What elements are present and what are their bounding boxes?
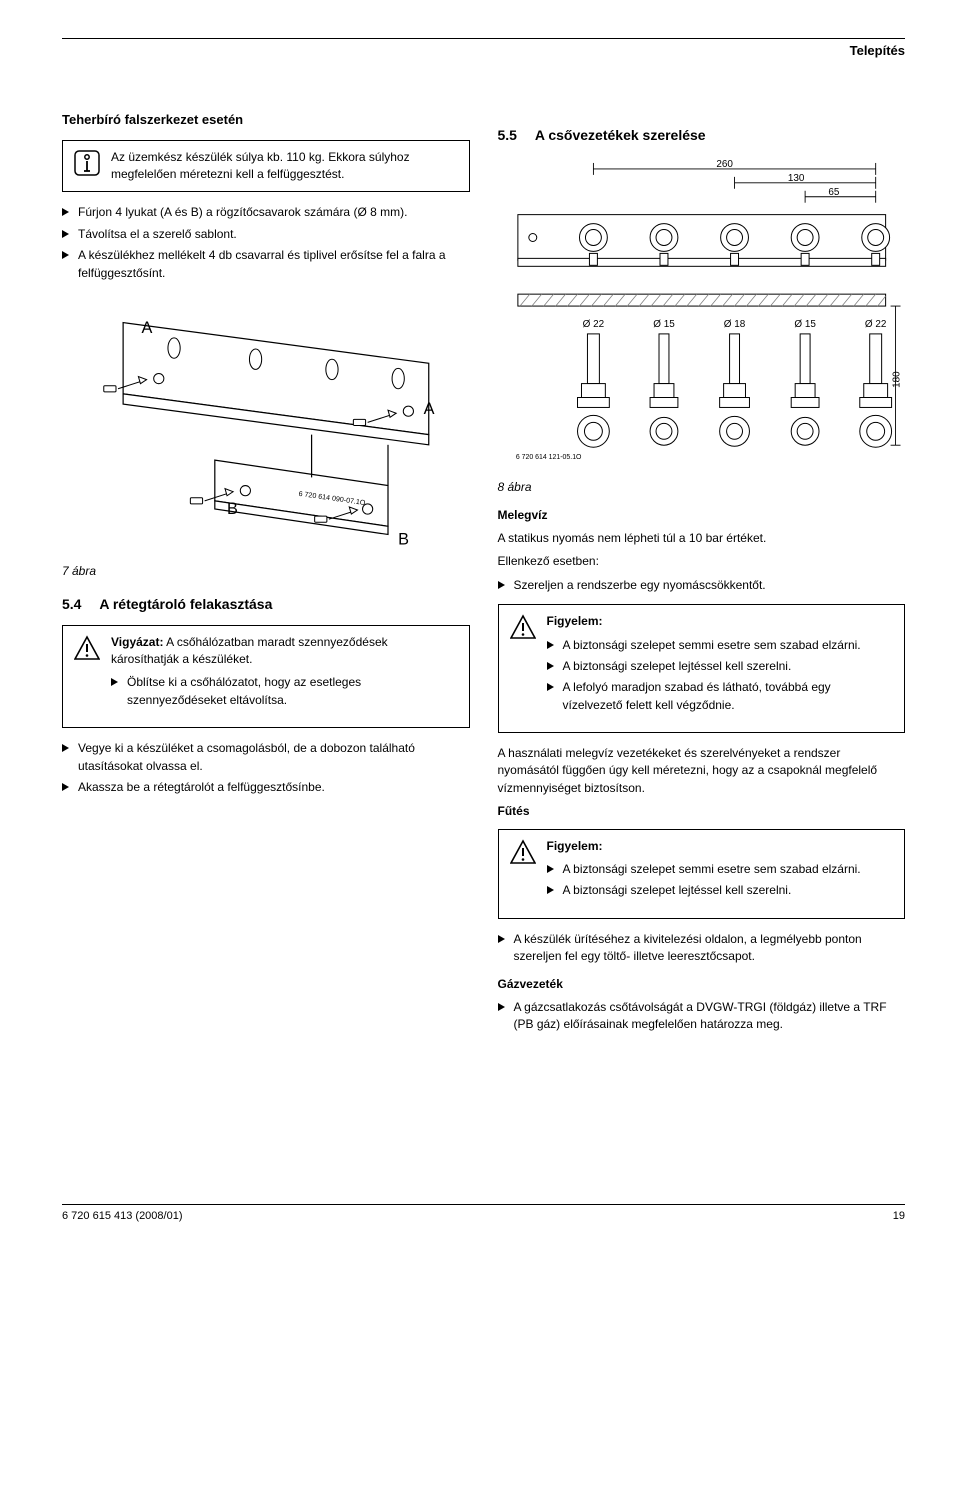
warning-icon [509,838,537,866]
info-text: Az üzemkész készülék súlya kb. 110 kg. E… [111,149,459,184]
list-item: A biztonsági szelepet semmi esetre sem s… [547,637,895,654]
svg-text:Ø 15: Ø 15 [794,319,816,330]
page-section-title: Telepítés [62,42,905,61]
section-5-5-number: 5.5 [498,125,532,145]
info-callout-weight: Az üzemkész készülék súlya kb. 110 kg. E… [62,140,470,193]
left-subheading: Teherbíró falszerkezet esetén [62,111,470,130]
svg-text:Ø 22: Ø 22 [864,319,886,330]
attention-lead: Figyelem: [547,614,603,628]
svg-text:180: 180 [891,371,902,388]
footer-page-number: 19 [893,1209,905,1225]
figure-7-caption: 7 ábra [62,563,470,580]
figure-8-pipe-rail: 260 130 65 [498,155,906,473]
paragraph: A használati melegvíz vezetékeket és sze… [498,745,906,797]
list-item: Öblítse ki a csőhálózatot, hogy az esetl… [111,674,459,709]
list-item: Vegye ki a készüléket a csomagolásból, d… [62,740,470,775]
paragraph: A statikus nyomás nem lépheti túl a 10 b… [498,530,906,547]
svg-text:260: 260 [716,159,733,170]
warning-icon [73,634,101,662]
heading-futes: Fűtés [498,803,906,820]
warning-icon [509,613,537,641]
section-5-4-number: 5.4 [62,594,96,614]
attention-box-1: Figyelem: A biztonsági szelepet semmi es… [498,604,906,733]
caution-lead: Vigyázat: [111,635,163,649]
left-step-list-1: Fúrjon 4 lyukat (A és B) a rögzítőcsavar… [62,204,470,282]
list-item: Szereljen a rendszerbe egy nyomáscsökken… [498,577,906,594]
svg-text:B: B [227,500,238,518]
heading-melegviz: Melegvíz [498,507,906,524]
list-item: A gázcsatlakozás csőtávolságát a DVGW-TR… [498,999,906,1034]
list-item: A készülékhez mellékelt 4 db csavarral é… [62,247,470,282]
list-item: A biztonsági szelepet lejtéssel kell sze… [547,882,861,899]
svg-text:B: B [398,531,409,549]
svg-text:Ø 22: Ø 22 [582,319,604,330]
section-5-5-title: A csővezetékek szerelése [535,127,706,143]
svg-text:Ø 18: Ø 18 [723,319,745,330]
svg-text:65: 65 [828,187,840,198]
caution-box-flush-pipes: Vigyázat: A csőhálózatban maradt szennye… [62,625,470,729]
list-item: A lefolyó maradjon szabad és látható, to… [547,679,895,714]
list-item: Távolítsa el a szerelő sablont. [62,226,470,243]
heading-gazvezetek: Gázvezeték [498,976,906,993]
svg-text:Ø 15: Ø 15 [653,319,675,330]
list-item: Akassza be a rétegtárolót a felfüggesztő… [62,779,470,796]
list-item: A készülék ürítéséhez a kivitelezési old… [498,931,906,966]
section-5-4-title: A rétegtároló felakasztása [99,596,272,612]
figure-7-bracket: A A B B 6 720 614 090-07.1O [62,292,470,557]
left-step-list-2: Vegye ki a készüléket a csomagolásból, d… [62,740,470,796]
list-item: A biztonsági szelepet lejtéssel kell sze… [547,658,895,675]
footer-doc-id: 6 720 615 413 (2008/01) [62,1209,183,1225]
list-item: A biztonsági szelepet semmi esetre sem s… [547,861,861,878]
list-item: Fúrjon 4 lyukat (A és B) a rögzítőcsavar… [62,204,470,221]
paragraph: Ellenkező esetben: [498,553,906,570]
info-icon [73,149,101,177]
attention-lead: Figyelem: [547,839,603,853]
svg-text:A: A [424,400,435,418]
svg-text:6 720 614 121-05.1O: 6 720 614 121-05.1O [515,454,581,461]
svg-text:A: A [141,319,152,337]
attention-box-2: Figyelem: A biztonsági szelepet semmi es… [498,829,906,919]
svg-text:130: 130 [787,173,804,184]
figure-8-caption: 8 ábra [498,479,906,496]
